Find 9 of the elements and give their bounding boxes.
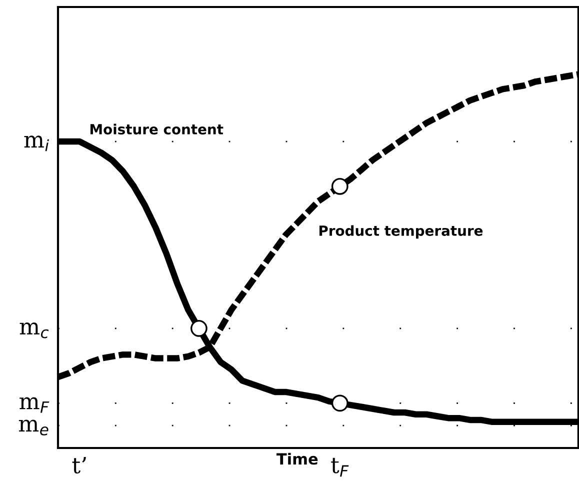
- x-tick-label: t$_{F}$: [331, 458, 349, 477]
- ref-line-label: m$_{c}$: [20, 322, 49, 338]
- x-tick-label: t’: [72, 457, 86, 474]
- x-axis-title: Time: [276, 452, 318, 465]
- annotation: Product temperature: [319, 225, 483, 239]
- ref-line-label: m$_{F}$: [20, 397, 50, 413]
- ref-line-label: m$_{e}$: [18, 420, 48, 436]
- annotation: Moisture content: [90, 124, 224, 135]
- ref-line-label: m$_{i}$: [24, 136, 49, 152]
